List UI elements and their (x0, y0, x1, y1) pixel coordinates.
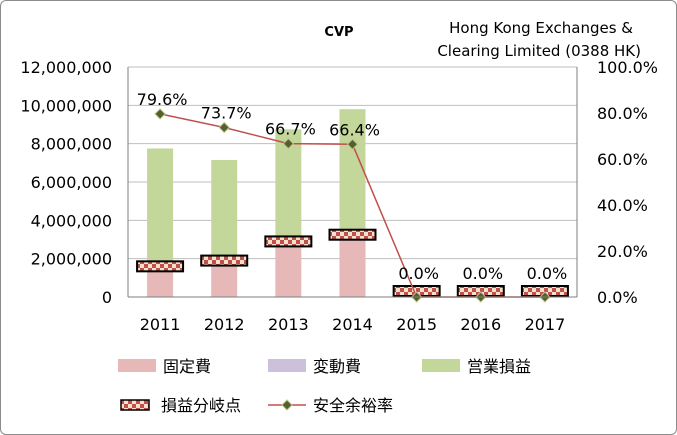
data-label: 66.4% (329, 120, 380, 139)
bar-segment (211, 260, 238, 297)
breakeven-marker (328, 228, 377, 241)
bar-marks (147, 109, 366, 297)
legend-swatch-variable-cost (268, 359, 306, 372)
y-left-tick: 8,000,000 (31, 135, 112, 154)
legend-label-breakeven: 損益分岐点 (161, 396, 241, 415)
y-left-tick: 0 (102, 288, 112, 307)
x-tick: 2013 (268, 315, 309, 334)
legend-label-variable-cost: 変動費 (313, 357, 361, 376)
safety-margin-point (282, 137, 295, 150)
legend-label-fixed-cost: 固定費 (163, 357, 211, 376)
data-label: 73.7% (201, 103, 252, 122)
bar-segment (275, 241, 302, 297)
y-right-tick: 20.0% (597, 242, 648, 261)
breakeven-marks (136, 228, 569, 297)
chart-title: CVP (324, 25, 353, 40)
bar-segment (339, 109, 366, 236)
legend-label-safety-margin: 安全余裕率 (313, 396, 393, 415)
data-label: 0.0% (527, 264, 568, 283)
x-tick: 2011 (140, 315, 181, 334)
legend-swatch-fixed-cost (118, 359, 156, 372)
breakeven-marker (200, 254, 249, 267)
y-left-ticks: 0 2,000,000 4,000,000 6,000,000 8,000,00… (20, 58, 112, 307)
breakeven-marker (136, 260, 185, 273)
y-right-tick: 60.0% (597, 150, 648, 169)
legend-swatch-breakeven (120, 399, 150, 411)
x-tick: 2014 (332, 315, 373, 334)
data-label: 66.7% (265, 120, 316, 139)
x-tick: 2016 (460, 315, 501, 334)
data-label: 0.0% (462, 264, 503, 283)
y-left-tick: 12,000,000 (20, 58, 112, 77)
y-left-tick: 4,000,000 (31, 211, 112, 230)
legend: 固定費 変動費 営業損益 損益分岐点 安全余裕率 (118, 357, 531, 415)
safety-margin-point (346, 138, 359, 150)
data-label: 79.6% (137, 90, 188, 109)
x-tick: 2015 (396, 315, 437, 334)
company-name-line-1: Hong Kong Exchanges & (449, 19, 633, 37)
x-tick: 2012 (204, 315, 245, 334)
y-left-tick: 2,000,000 (31, 250, 112, 269)
breakeven-marker (264, 235, 313, 248)
y-left-tick: 10,000,000 (20, 96, 112, 115)
data-labels: 79.6% 73.7% 66.7% 66.4% 0.0% 0.0% 0.0% (137, 90, 568, 283)
legend-label-operating-profit: 営業損益 (467, 357, 531, 376)
bar-segment (339, 235, 366, 297)
y-left-tick: 6,000,000 (31, 173, 112, 192)
y-right-tick: 40.0% (597, 196, 648, 215)
y-right-tick: 100.0% (597, 58, 658, 77)
x-ticks: 2011 2012 2013 2014 2015 2016 2017 (140, 315, 566, 334)
safety-margin-point (154, 108, 166, 120)
data-label: 0.0% (398, 264, 439, 283)
company-name-line-2: Clearing Limited (0388 HK) (437, 42, 641, 60)
axes (127, 67, 578, 298)
y-right-tick: 0.0% (597, 288, 638, 307)
safety-margin-point (218, 121, 230, 134)
y-right-ticks: 0.0% 20.0% 40.0% 60.0% 80.0% 100.0% (597, 58, 658, 307)
y-right-tick: 80.0% (597, 104, 648, 123)
legend-swatch-safety-margin-marker (281, 399, 293, 411)
legend-swatch-operating-profit (422, 359, 460, 372)
x-tick: 2017 (525, 315, 566, 334)
bar-segment (147, 148, 174, 267)
bar-segment (211, 159, 238, 261)
